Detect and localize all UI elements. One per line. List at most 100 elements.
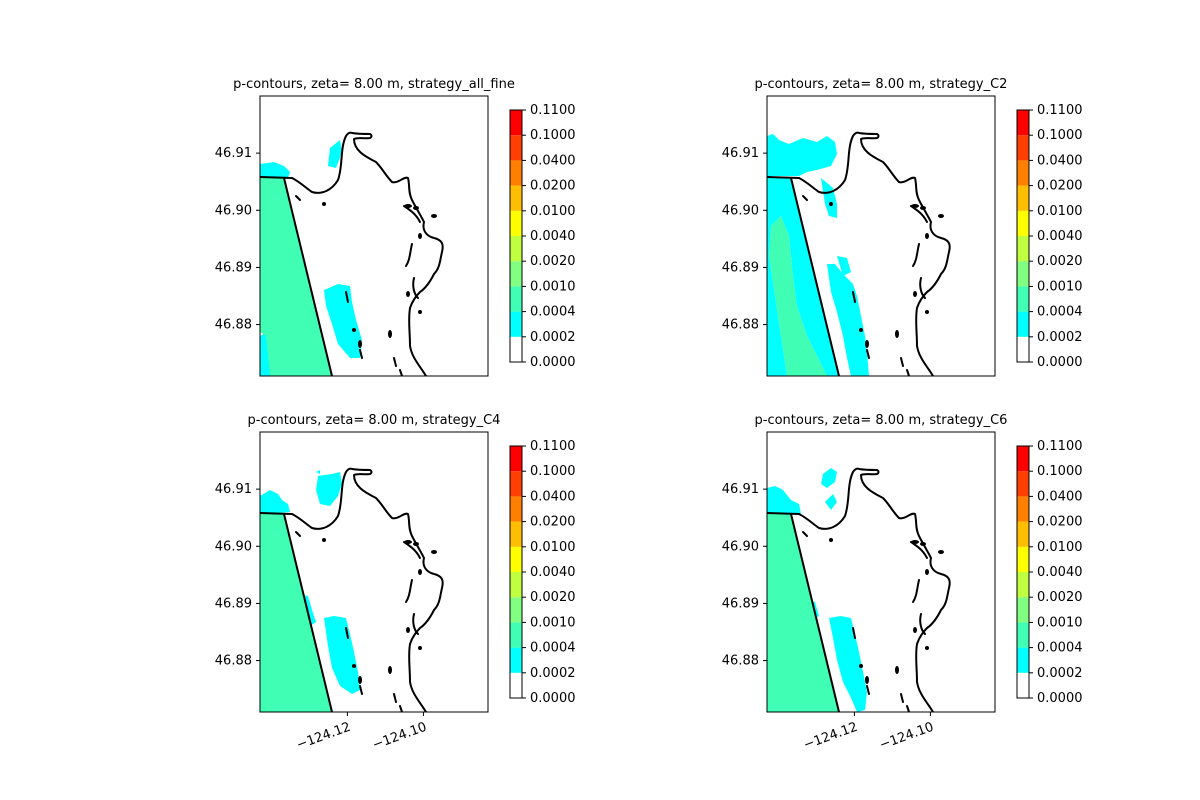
colorbar-segment [1017,236,1029,262]
y-tick-label: 46.89 [215,596,252,611]
colorbar-segment [1017,597,1029,623]
axes-frame [766,95,996,377]
contour-fill-low [260,490,290,514]
colorbar-segment [1017,496,1029,522]
contour-fill-low [821,178,837,218]
colorbar-tick-label: 0.0400 [1037,489,1083,504]
contour-fill-low [324,616,360,694]
contour-fill-low [767,486,801,514]
colorbar-segment [510,185,522,211]
colorbar-segment [510,446,522,472]
x-tick-label: −124.10 [371,720,429,753]
colorbar-segment [510,210,522,236]
colorbar-tick-label: 0.0000 [530,691,576,706]
colorbar-tick-label: 0.0200 [1037,179,1083,194]
colorbar-segment [510,546,522,572]
x-tick-label: −124.12 [802,720,860,753]
colorbar-tick-label: 0.0400 [1037,153,1083,168]
contour-fill-low [316,472,342,506]
panel-title: p-contours, zeta= 8.00 m, strategy_C4 [248,413,501,428]
colorbar-segment [510,336,522,362]
colorbar-tick-label: 0.0002 [1037,666,1083,681]
colorbar-segment [510,160,522,186]
colorbar-tick-label: 0.0040 [530,229,576,244]
colorbar-tick-label: 0.0200 [1037,515,1083,530]
colorbar-tick-label: 0.0040 [530,565,576,580]
colorbar-segment [1017,622,1029,648]
colorbar-tick-label: 0.0100 [530,540,576,555]
contour-fill-low [316,470,320,474]
panel-title: p-contours, zeta= 8.00 m, strategy_C6 [755,413,1008,428]
colorbar-segment [1017,336,1029,362]
contour-fill-mid [767,514,839,712]
colorbar-segment [1017,286,1029,312]
contour-fill-low [827,264,869,376]
panel-title: p-contours, zeta= 8.00 m, strategy_all_f… [233,77,515,92]
colorbar-segment [510,471,522,497]
y-tick-label: 46.89 [722,260,759,275]
plot-area [767,432,995,712]
colorbar-tick-label: 0.0002 [1037,330,1083,345]
colorbar-tick-label: 0.0100 [1037,540,1083,555]
colorbar-tick-label: 0.0010 [530,279,576,294]
contour-fill-mid [769,216,827,376]
axes-frame [259,95,489,377]
contour-fill-low [767,178,839,376]
colorbar-segment [1017,261,1029,287]
plot-area [260,432,488,712]
y-tick-label: 46.88 [215,654,252,669]
colorbar-segment [1017,546,1029,572]
contour-fill-low [825,494,837,510]
panel-title: p-contours, zeta= 8.00 m, strategy_C2 [755,77,1008,92]
contour-fill-low [767,134,837,176]
colorbar-tick-label: 0.1000 [530,464,576,479]
colorbar-tick-label: 0.0400 [530,153,576,168]
contour-fill-low [821,468,837,488]
colorbar: 0.0000 0.0002 0.0004 0.0010 0.0020 0.0040 0.01… [1016,103,1083,370]
colorbar-tick-label: 0.0200 [530,179,576,194]
chart-panel-3: p-contours, zeta= 8.00 m, strategy_C4 46.… [215,413,576,753]
plot-area [767,96,995,376]
y-tick-label: 46.90 [722,203,759,218]
colorbar-segment [510,496,522,522]
colorbar-segment [1017,160,1029,186]
y-tick-label: 46.88 [722,654,759,669]
y-tick-label: 46.90 [215,203,252,218]
colorbar-tick-label: 0.0000 [530,355,576,370]
y-tick-label: 46.90 [215,539,252,554]
colorbar-tick-label: 0.0010 [530,615,576,630]
colorbar-tick-label: 0.0004 [1037,305,1083,320]
colorbar-segment [510,236,522,262]
contour-fill-low [837,256,851,276]
x-tick-label: −124.12 [295,720,353,753]
colorbar-segment [510,521,522,547]
y-tick-label: 46.88 [722,318,759,333]
colorbar-segment [510,135,522,161]
colorbar-tick-label: 0.0100 [530,204,576,219]
colorbar-tick-label: 0.0010 [1037,615,1083,630]
colorbar: 0.0000 0.0002 0.0004 0.0010 0.0020 0.0040 0.01… [1016,439,1083,706]
colorbar-tick-label: 0.0000 [1037,691,1083,706]
x-tick-label: −124.10 [878,720,936,753]
chart-panel-1: p-contours, zeta= 8.00 m, strategy_all_f… [215,77,576,377]
colorbar-segment [510,110,522,136]
colorbar-tick-label: 0.1100 [530,439,576,454]
colorbar-segment [510,622,522,648]
colorbar-tick-label: 0.0000 [1037,355,1083,370]
colorbar-tick-label: 0.0020 [1037,254,1083,269]
colorbar-tick-label: 0.1100 [530,103,576,118]
contour-fill-low [260,162,290,178]
y-tick-label: 46.90 [722,539,759,554]
y-tick-label: 46.91 [215,146,252,161]
colorbar-segment [1017,471,1029,497]
colorbar-segment [1017,672,1029,698]
colorbar-tick-label: 0.0020 [1037,590,1083,605]
colorbar-tick-label: 0.0010 [1037,279,1083,294]
colorbar-segment [510,672,522,698]
colorbar: 0.0000 0.0002 0.0004 0.0010 0.0020 0.0040 0.01… [509,103,576,370]
y-tick-label: 46.89 [215,260,252,275]
colorbar-segment [510,286,522,312]
colorbar-tick-label: 0.1100 [1037,103,1083,118]
colorbar-segment [510,311,522,337]
